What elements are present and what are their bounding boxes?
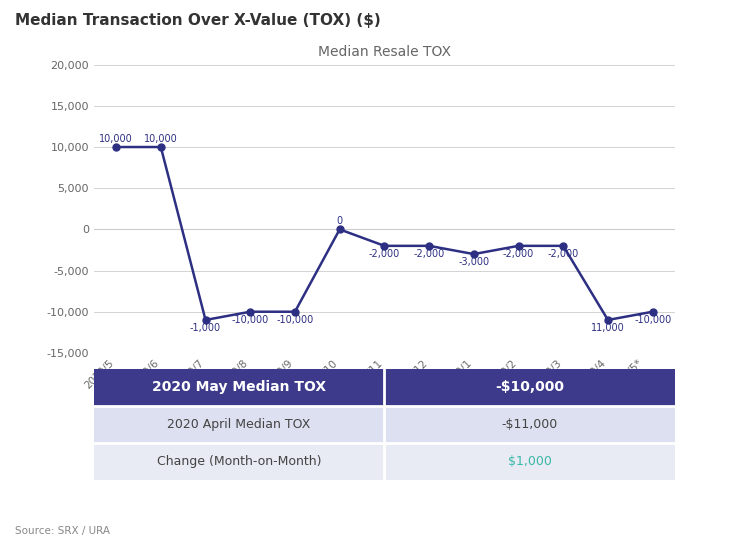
Text: -2,000: -2,000 xyxy=(413,248,445,259)
FancyBboxPatch shape xyxy=(94,406,384,443)
Text: 11,000: 11,000 xyxy=(591,323,625,333)
Text: $1,000: $1,000 xyxy=(508,455,551,468)
Text: 10,000: 10,000 xyxy=(99,134,133,144)
Text: Change (Month-on-Month): Change (Month-on-Month) xyxy=(157,455,321,468)
Text: 2020 April Median TOX: 2020 April Median TOX xyxy=(167,418,310,431)
FancyBboxPatch shape xyxy=(94,443,384,480)
Text: 2020 May Median TOX: 2020 May Median TOX xyxy=(152,381,326,395)
FancyBboxPatch shape xyxy=(384,369,675,406)
Text: -$11,000: -$11,000 xyxy=(502,418,558,431)
Text: 0: 0 xyxy=(337,217,343,226)
Text: Median Transaction Over X-Value (TOX) ($): Median Transaction Over X-Value (TOX) ($… xyxy=(15,13,381,29)
Text: -$10,000: -$10,000 xyxy=(495,381,564,395)
FancyBboxPatch shape xyxy=(384,406,675,443)
Text: -10,000: -10,000 xyxy=(276,315,314,324)
Text: 10,000: 10,000 xyxy=(144,134,178,144)
Text: -2,000: -2,000 xyxy=(548,248,579,259)
Text: Source: SRX / URA: Source: SRX / URA xyxy=(15,526,110,536)
Title: Median Resale TOX: Median Resale TOX xyxy=(318,45,451,59)
FancyBboxPatch shape xyxy=(384,443,675,480)
Text: -10,000: -10,000 xyxy=(232,315,268,324)
Text: -2,000: -2,000 xyxy=(503,248,534,259)
Text: -2,000: -2,000 xyxy=(369,248,400,259)
Text: -10,000: -10,000 xyxy=(634,315,671,324)
FancyBboxPatch shape xyxy=(94,369,384,406)
Text: -3,000: -3,000 xyxy=(458,257,489,267)
Text: -1,000: -1,000 xyxy=(190,323,221,333)
